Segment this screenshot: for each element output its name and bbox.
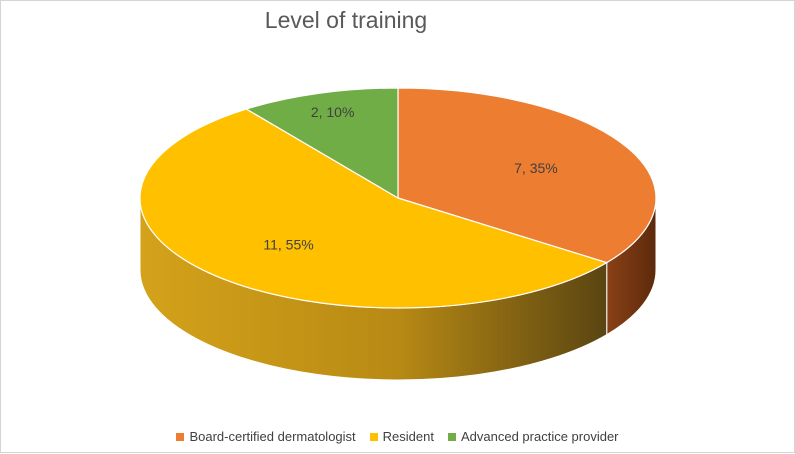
chart-legend: Board-certified dermatologist Resident A… [1,429,794,444]
legend-swatch [176,432,185,441]
legend-label: Resident [382,429,434,444]
legend-swatch [369,432,378,441]
legend-item-board-certified-dermatologist: Board-certified dermatologist [176,429,356,444]
pie-slice-board-certified-dermatologist [397,87,657,264]
legend-item-resident: Resident [369,429,434,444]
legend-label: Advanced practice provider [460,429,619,444]
pie-slice-advanced-practice-provider [244,87,399,200]
legend-swatch [447,432,456,441]
pie-slice-resident [139,108,609,309]
data-label: 7, 35% [514,160,558,176]
data-label: 11, 55% [263,237,313,253]
chart-title: Level of training [264,7,428,33]
legend-item-advanced-practice-provider: Advanced practice provider [447,429,619,444]
legend-label: Board-certified dermatologist [189,429,356,444]
data-label: 2, 10% [311,104,355,120]
